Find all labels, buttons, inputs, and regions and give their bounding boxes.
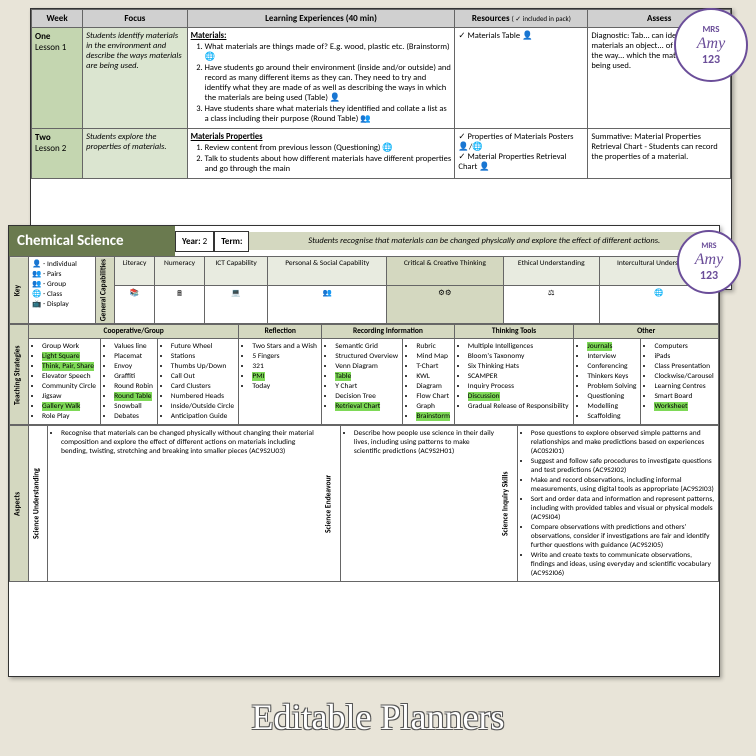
col-res: Resources ( ✓ included in pack) bbox=[455, 10, 588, 28]
col-focus: Focus bbox=[83, 10, 188, 28]
brand-logo: MRSAmy123 bbox=[674, 8, 748, 82]
col-week: Week bbox=[32, 10, 83, 28]
page-title: Editable Planners bbox=[0, 696, 756, 738]
key-label: Key bbox=[10, 257, 29, 324]
overview-page: Chemical Science Year: 2 Term: Students … bbox=[8, 225, 720, 677]
key-legend: 👤 - Individual👥 - Pairs👥 - Group🌐 - Clas… bbox=[29, 257, 96, 324]
gc-label: General Capabilities bbox=[96, 257, 115, 324]
subject-title: Chemical Science bbox=[9, 226, 175, 256]
unit-description: Students recognise that materials can be… bbox=[249, 232, 719, 250]
aspects-label: Aspects bbox=[10, 426, 29, 582]
brand-logo-2: MRSAmy123 bbox=[677, 230, 741, 294]
weekly-plan-table: Week Focus Learning Experiences (40 min)… bbox=[31, 9, 731, 179]
col-le: Learning Experiences (40 min) bbox=[187, 10, 455, 28]
strategies-row: Group WorkLight SquareThink, Pair, Share… bbox=[10, 339, 719, 425]
ts-label: Teaching Strategies bbox=[10, 325, 29, 425]
